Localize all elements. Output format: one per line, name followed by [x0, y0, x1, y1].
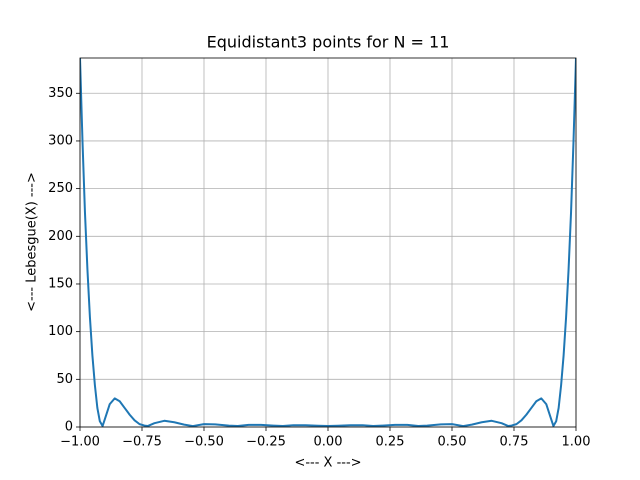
- y-tick-label: 0: [65, 420, 73, 435]
- y-tick-label: 300: [48, 133, 73, 148]
- x-tick-label: 0.50: [438, 435, 467, 450]
- y-tick-label: 150: [48, 276, 73, 291]
- y-tick-label: 100: [48, 324, 73, 339]
- y-tick-label: 250: [48, 181, 73, 196]
- x-tick-label: −1.00: [60, 435, 100, 450]
- x-tick-label: 1.00: [562, 435, 591, 450]
- plot-frame: [79, 57, 577, 428]
- y-tick-label: 50: [56, 372, 73, 387]
- x-tick-label: 0.75: [500, 435, 529, 450]
- y-tick-label: 350: [48, 86, 73, 101]
- x-tick-label: 0.25: [376, 435, 405, 450]
- chart-title: Equidistant3 points for N = 11: [207, 33, 450, 52]
- x-tick-label: −0.50: [184, 435, 224, 450]
- x-tick-label: 0.00: [314, 435, 343, 450]
- x-axis-label: <--- X --->: [294, 456, 361, 471]
- x-tick-label: −0.25: [246, 435, 286, 450]
- data-line: [80, 58, 576, 427]
- y-tick-label: 200: [48, 229, 73, 244]
- x-tick-label: −0.75: [122, 435, 162, 450]
- y-axis-label: <--- Lebesgue(X) --->: [25, 172, 40, 312]
